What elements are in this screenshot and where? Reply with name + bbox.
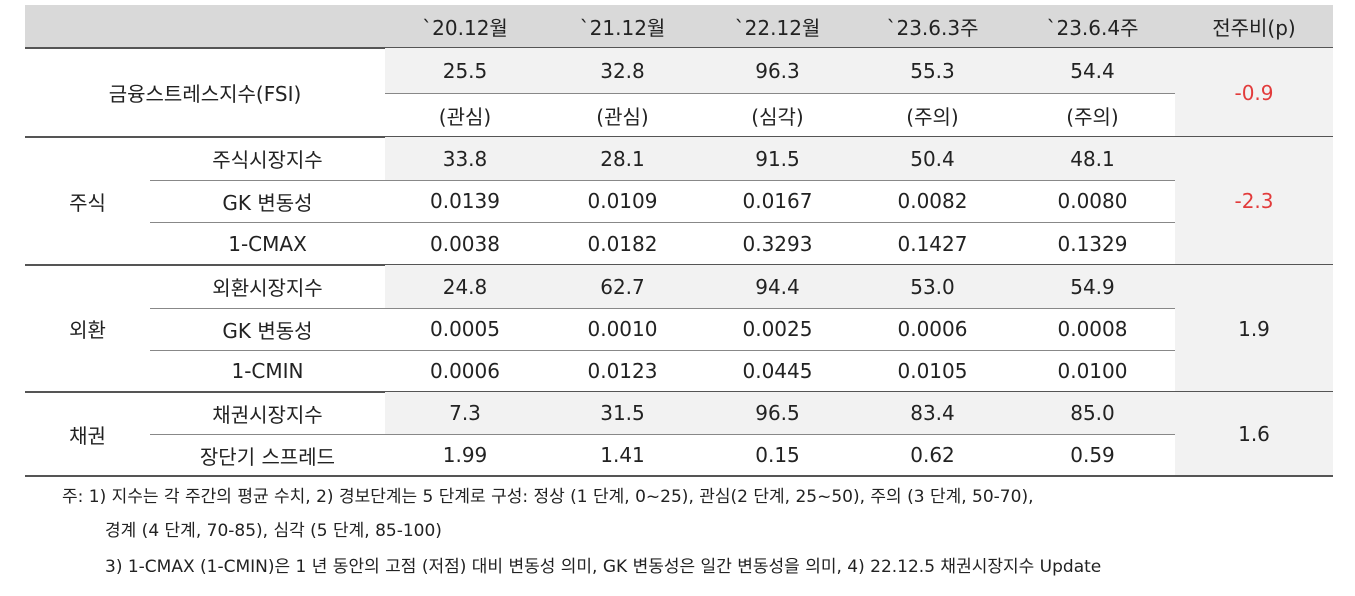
rule [150,308,1175,309]
rule [25,136,1333,138]
value-cell: 50.4 [910,146,955,171]
group-label: 외환 [69,318,106,342]
value-cell: 1.41 [600,443,645,467]
column-header: `22.12월 [734,16,821,40]
value-cell: 0.0005 [430,317,500,341]
value-cell: 0.0082 [897,189,968,213]
value-cell: 0.15 [755,443,800,467]
value-cell: 0.0025 [742,317,813,341]
value-cell: 7.3 [449,401,481,425]
value-cell: 28.1 [600,146,645,171]
value-cell: (관심) [596,104,649,129]
footnote: 3) 1-CMAX (1-CMIN)은 1 년 동안의 고점 (저점) 대비 변… [105,557,1102,577]
value-cell: 0.0006 [897,317,968,341]
value-cell: 96.3 [755,58,800,83]
value-cell: 0.0123 [587,359,658,383]
value-cell: 0.0105 [897,359,968,383]
cell-bg [25,5,1333,48]
value-cell: (주의) [1066,104,1119,129]
rule [150,350,1175,351]
value-cell: 55.3 [910,58,955,83]
value-cell: 32.8 [600,58,645,83]
value-cell: 85.0 [1070,401,1115,425]
rule [25,475,1333,477]
cell-bg [1175,137,1333,265]
value-cell: 0.62 [910,443,955,467]
rule [150,180,1175,181]
value-cell: (심각) [751,104,804,129]
value-cell: 0.1329 [1057,231,1128,256]
value-cell: 25.5 [442,58,488,83]
row-label: 외환시장지수 [212,276,323,300]
value-cell: 0.0008 [1057,317,1128,341]
change-cell: -0.9 [1234,80,1274,105]
value-cell: 83.4 [910,401,955,425]
value-cell: 0.0038 [430,231,500,256]
value-cell: 0.0010 [587,317,658,341]
row-label: 채권시장지수 [212,402,323,427]
value-cell: (주의) [906,104,959,129]
column-header: `23.6.3주 [886,16,979,40]
cell-bg [385,265,1175,308]
value-cell: (관심) [438,104,492,129]
value-cell: 62.7 [600,274,645,299]
row-label: 장단기 스프레드 [199,444,336,469]
cell-bg [385,48,1175,93]
value-cell: 96.5 [755,401,800,425]
value-cell: 24.8 [442,274,488,299]
change-cell: 1.9 [1238,316,1270,341]
column-header: `23.6.4주 [1046,16,1139,40]
value-cell: 1.99 [442,443,488,467]
value-cell: 54.9 [1070,274,1115,299]
value-cell: 0.0109 [587,189,658,213]
rule [25,264,1333,266]
value-cell: 53.0 [910,274,955,299]
change-cell: -2.3 [1234,189,1274,213]
rule [150,222,1175,223]
value-cell: 0.3293 [742,231,813,256]
value-cell: 91.5 [755,146,800,171]
change-cell: 1.6 [1238,422,1270,446]
value-cell: 0.0445 [742,359,813,383]
cell-bg [1175,392,1333,476]
value-cell: 0.0167 [742,189,813,213]
value-cell: 33.8 [442,146,488,171]
value-cell: 0.1427 [897,231,968,256]
row-label: GK 변동성 [222,318,313,343]
group-label: 채권 [69,423,106,448]
row-label: 1-CMIN [231,359,304,383]
value-cell: 0.59 [1070,443,1115,467]
cell-bg [1175,48,1333,137]
group-label: 주식 [69,190,106,215]
row-label: 주식시장지수 [212,148,323,172]
value-cell: 0.0006 [430,359,500,383]
column-header: `21.12월 [579,16,666,40]
group-label: 금융스트레스지수(FSI) [108,82,302,106]
cell-bg [385,137,1175,180]
row-label: GK 변동성 [222,190,313,215]
value-cell: 0.0080 [1057,189,1128,213]
value-cell: 0.0139 [430,189,500,213]
value-cell: 0.0100 [1057,359,1128,383]
row-label: 1-CMAX [228,231,307,256]
column-header: `20.12월 [422,16,508,40]
value-cell: 94.4 [755,274,800,299]
rule [385,93,1175,94]
value-cell: 54.4 [1070,58,1115,83]
rule [25,391,1333,393]
cell-bg [1175,265,1333,392]
value-cell: 48.1 [1070,146,1115,171]
footnote: 주: 1) 지수는 각 주간의 평균 수치, 2) 경보단계는 5 단계로 구성… [62,487,1034,507]
footnote: 경계 (4 단계, 70-85), 심각 (5 단계, 85-100) [105,521,442,541]
rule [150,434,1175,435]
cell-bg [385,392,1175,434]
column-header: 전주비(p) [1212,16,1296,40]
rule [25,47,1333,49]
value-cell: 0.0182 [587,231,658,256]
value-cell: 31.5 [600,401,645,425]
